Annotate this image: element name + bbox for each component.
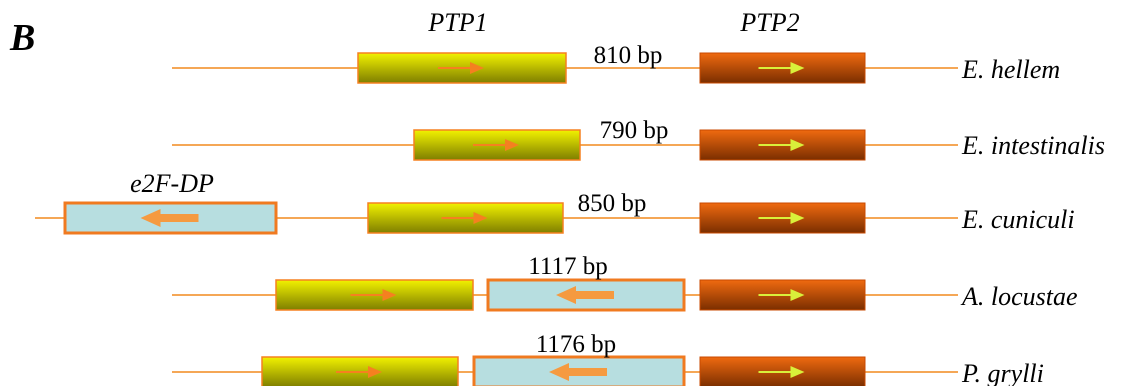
e2f-dp-direction-arrow [140,209,199,227]
intergenic-spacer-label: 1117 bp [528,253,607,280]
gene-rows: 810 bp E. hellem 790 bp E. intestinalis 850 … [35,42,1105,386]
gene-row: 810 bp E. hellem [172,42,1060,84]
arrow-shaft [567,368,607,376]
ptp1-direction-arrow [438,62,484,74]
intergenic-spacer-label: 1176 bp [536,331,616,358]
arrow-head [382,289,397,301]
e2f-dp-direction-arrow [556,286,614,304]
ptp1-direction-arrow [336,366,382,378]
ptp2-direction-arrow [758,212,805,224]
intergenic-spacer-label: 810 bp [594,42,663,69]
ptp1-direction-arrow [473,139,519,151]
gene-row: 850 bp E. cuniculi [35,190,1075,235]
arrow-head [140,209,161,227]
arrow-head [368,366,382,378]
e2f-dp-header: e2F-DP [130,169,214,198]
arrow-head [473,212,488,224]
ptp2-direction-arrow [758,139,805,151]
ptp2-direction-arrow [758,289,805,301]
arrow-head [470,62,484,74]
arrow-head [549,363,569,381]
ptp2-gene-box [699,129,866,161]
species-label: E. hellem [961,55,1060,84]
ptp1-direction-arrow [350,289,397,301]
panel-label: B [9,17,35,59]
arrow-head [790,289,805,301]
arrow-head [790,139,805,151]
ptp1-direction-arrow [441,212,488,224]
ptp2-direction-arrow [758,62,805,74]
species-label: P. grylli [961,359,1044,386]
intergenic-spacer-label: 790 bp [600,117,669,144]
ptp2-direction-arrow [758,366,805,378]
arrow-head [790,212,805,224]
e2f-dp-gene-box [63,201,278,235]
arrow-head [556,286,576,304]
species-label: E. intestinalis [961,131,1105,160]
arrow-shaft [158,214,199,222]
arrow-head [790,62,805,74]
gene-row: 790 bp E. intestinalis [172,117,1105,161]
gene-row: 1117 bp A. locustae [172,253,1078,312]
arrow-head [790,366,805,378]
species-label: A. locustae [960,282,1078,311]
intergenic-spacer-label: 850 bp [578,190,647,217]
species-label: E. cuniculi [961,205,1075,234]
e2f-dp-direction-arrow [549,363,607,381]
arrow-head [505,139,519,151]
e2f-dp-gene-box [486,278,686,312]
ptp2-header: PTP2 [739,8,799,37]
arrow-shaft [574,291,614,299]
gene-row: 1176 bp P. grylli [172,331,1044,386]
ptp1-header: PTP1 [427,8,487,37]
